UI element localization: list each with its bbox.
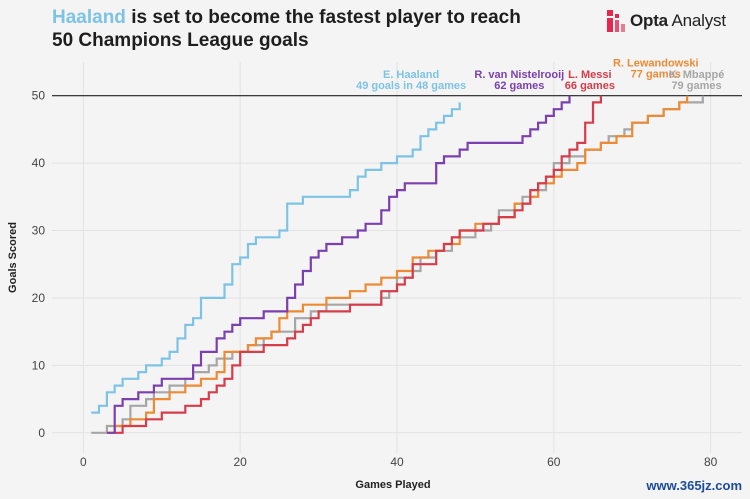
y-tick-label: 20 [32,291,46,305]
x-tick-label: 40 [390,455,404,469]
title-line2: 50 Champions League goals [52,30,309,51]
logo-rest: Analyst [667,11,727,30]
x-tick-label: 60 [547,455,561,469]
series-line-e-haaland [91,102,461,414]
y-tick-label: 40 [32,156,46,170]
title-rest: is set to become the fastest player to r… [125,7,521,28]
label-k-mbapp-games: 79 games [671,80,721,92]
label-e-haaland-name: E. Haaland [383,69,439,81]
label-r-lewandowski-name: R. Lewandowski [613,58,699,70]
label-r-van-nistelrooij-games: 62 games [494,80,544,92]
y-axis-title: Goals Scored [7,222,19,293]
x-tick-label: 80 [704,455,718,469]
label-r-van-nistelrooij-name: R. van Nistelrooij [474,69,564,81]
watermark-text: www.365jz.com [646,478,742,493]
series-line-r-lewandowski [106,95,689,434]
y-tick-label: 30 [32,224,46,238]
x-tick-label: 20 [234,455,248,469]
y-tick-label: 50 [32,89,46,103]
series-line-r-van-nistelrooij [106,95,571,434]
chart-title: Haaland is set to become the fastest pla… [52,6,521,52]
opta-mark-icon [607,10,625,32]
series-line-l-messi [114,95,602,434]
opta-analyst-logo: Opta Analyst [607,10,726,32]
label-l-messi-name: L. Messi [568,69,611,81]
y-tick-label: 0 [38,426,45,440]
x-tick-label: 0 [80,455,87,469]
logo-bold: Opta [630,11,668,30]
title-highlight: Haaland [52,7,126,28]
label-l-messi-games: 66 games [565,80,615,92]
label-e-haaland-games: 49 goals in 48 games [356,80,466,92]
label-k-mbapp-name: K. Mbappé [669,69,725,81]
x-axis-title: Games Played [355,479,430,491]
y-tick-label: 10 [32,358,46,372]
label-r-lewandowski-games: 77 games [631,69,681,81]
